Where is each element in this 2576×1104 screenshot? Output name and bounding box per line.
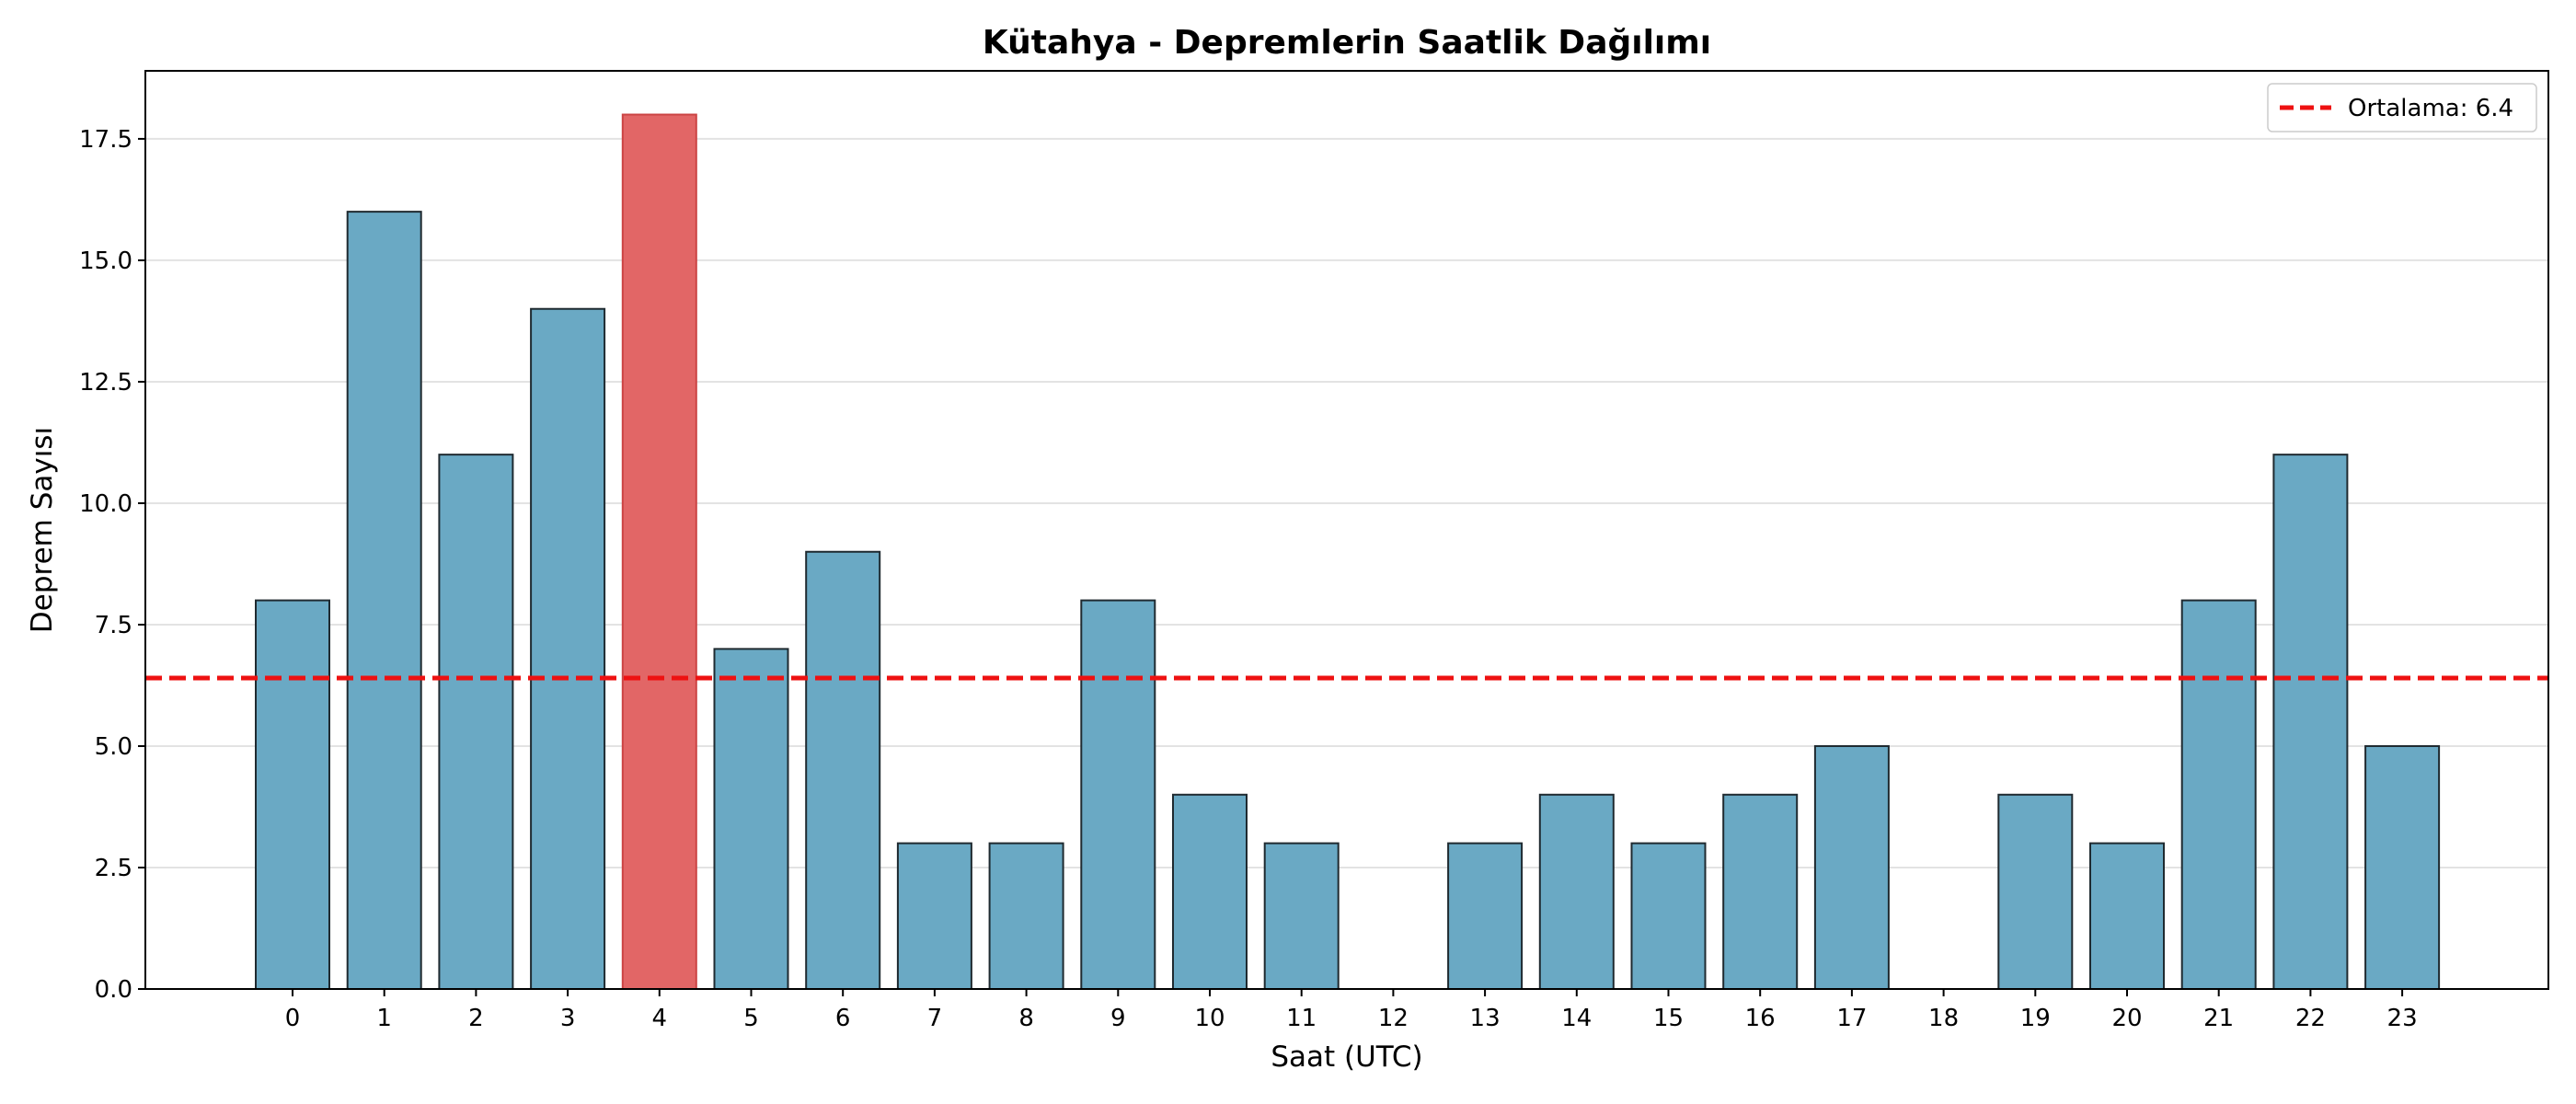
x-tick-label: 7: [927, 1005, 943, 1032]
x-tick-label: 16: [1745, 1005, 1776, 1032]
bar-hour-3: [530, 307, 606, 991]
x-tick-label: 19: [2020, 1005, 2051, 1032]
x-tick-label: 22: [2295, 1005, 2326, 1032]
bar-hour-5: [713, 648, 789, 990]
y-tick-label: 12.5: [79, 369, 132, 397]
bar-hour-1: [346, 211, 422, 991]
x-axis-ticks: 0 1 2 3 4 5 6 7 8 9 10 11 12 13 14 15 16 17 18 19 20 21 22 23: [285, 989, 2418, 1032]
bar-hour-17: [1813, 744, 1890, 990]
bar-hour-14: [1538, 793, 1615, 991]
y-tick-label: 7.5: [95, 612, 132, 639]
x-tick-label: 17: [1836, 1005, 1867, 1032]
bar-hour-15: [1630, 842, 1707, 990]
x-tick-label: 14: [1561, 1005, 1592, 1032]
x-axis-label: Saat (UTC): [1271, 1041, 1422, 1074]
bars: [255, 113, 2441, 991]
chart-title: Kütahya - Depremlerin Saatlik Dağılımı: [983, 24, 1711, 62]
bar-hour-20: [2089, 842, 2165, 990]
bar-hour-0: [255, 599, 330, 991]
bar-hour-21: [2180, 599, 2257, 991]
bar-hour-10: [1172, 793, 1248, 991]
bar-hour-11: [1263, 842, 1340, 990]
x-tick-label: 10: [1194, 1005, 1225, 1032]
x-tick-label: 0: [285, 1005, 301, 1032]
y-tick-label: 17.5: [79, 126, 132, 154]
legend: Ortalama: 6.4: [2267, 83, 2537, 132]
bar-hour-9: [1080, 599, 1156, 991]
y-tick-label: 15.0: [79, 247, 132, 275]
x-tick-label: 15: [1653, 1005, 1684, 1032]
y-tick-label: 2.5: [95, 855, 132, 882]
y-tick-label: 0.0: [95, 976, 132, 1004]
x-tick-label: 11: [1286, 1005, 1317, 1032]
y-tick-label: 10.0: [79, 490, 132, 518]
bar-hour-8: [988, 842, 1064, 990]
y-axis-label: Deprem Sayısı: [26, 427, 59, 633]
x-tick-label: 8: [1018, 1005, 1034, 1032]
bar-hour-16: [1722, 793, 1799, 991]
x-tick-label: 1: [376, 1005, 392, 1032]
legend-label: Ortalama: 6.4: [2348, 95, 2513, 122]
x-tick-label: 23: [2387, 1005, 2418, 1032]
y-axis-ticks: 0.0 2.5 5.0 7.5 10.0 12.5 15.0 17.5: [79, 126, 145, 1004]
plot-frame: [144, 70, 2549, 990]
legend-box: [2267, 83, 2537, 132]
bar-hour-6: [805, 550, 881, 990]
bar-hour-13: [1447, 842, 1524, 990]
x-tick-label: 9: [1110, 1005, 1126, 1032]
bar-hour-23: [2364, 744, 2441, 990]
x-tick-label: 18: [1928, 1005, 1959, 1032]
bar-hour-7: [896, 842, 972, 990]
x-tick-label: 4: [652, 1005, 668, 1032]
bar-hour-19: [1997, 793, 2074, 991]
bar-hour-22: [2272, 454, 2349, 990]
y-tick-label: 5.0: [95, 733, 132, 761]
x-tick-label: 3: [560, 1005, 576, 1032]
x-tick-label: 5: [743, 1005, 759, 1032]
x-tick-label: 6: [835, 1005, 851, 1032]
x-tick-label: 20: [2111, 1005, 2142, 1032]
x-tick-label: 21: [2203, 1005, 2234, 1032]
bar-hour-4: [621, 113, 697, 991]
x-tick-label: 2: [468, 1005, 484, 1032]
x-tick-label: 12: [1378, 1005, 1409, 1032]
x-tick-label: 13: [1470, 1005, 1501, 1032]
bar-hour-2: [438, 454, 514, 990]
